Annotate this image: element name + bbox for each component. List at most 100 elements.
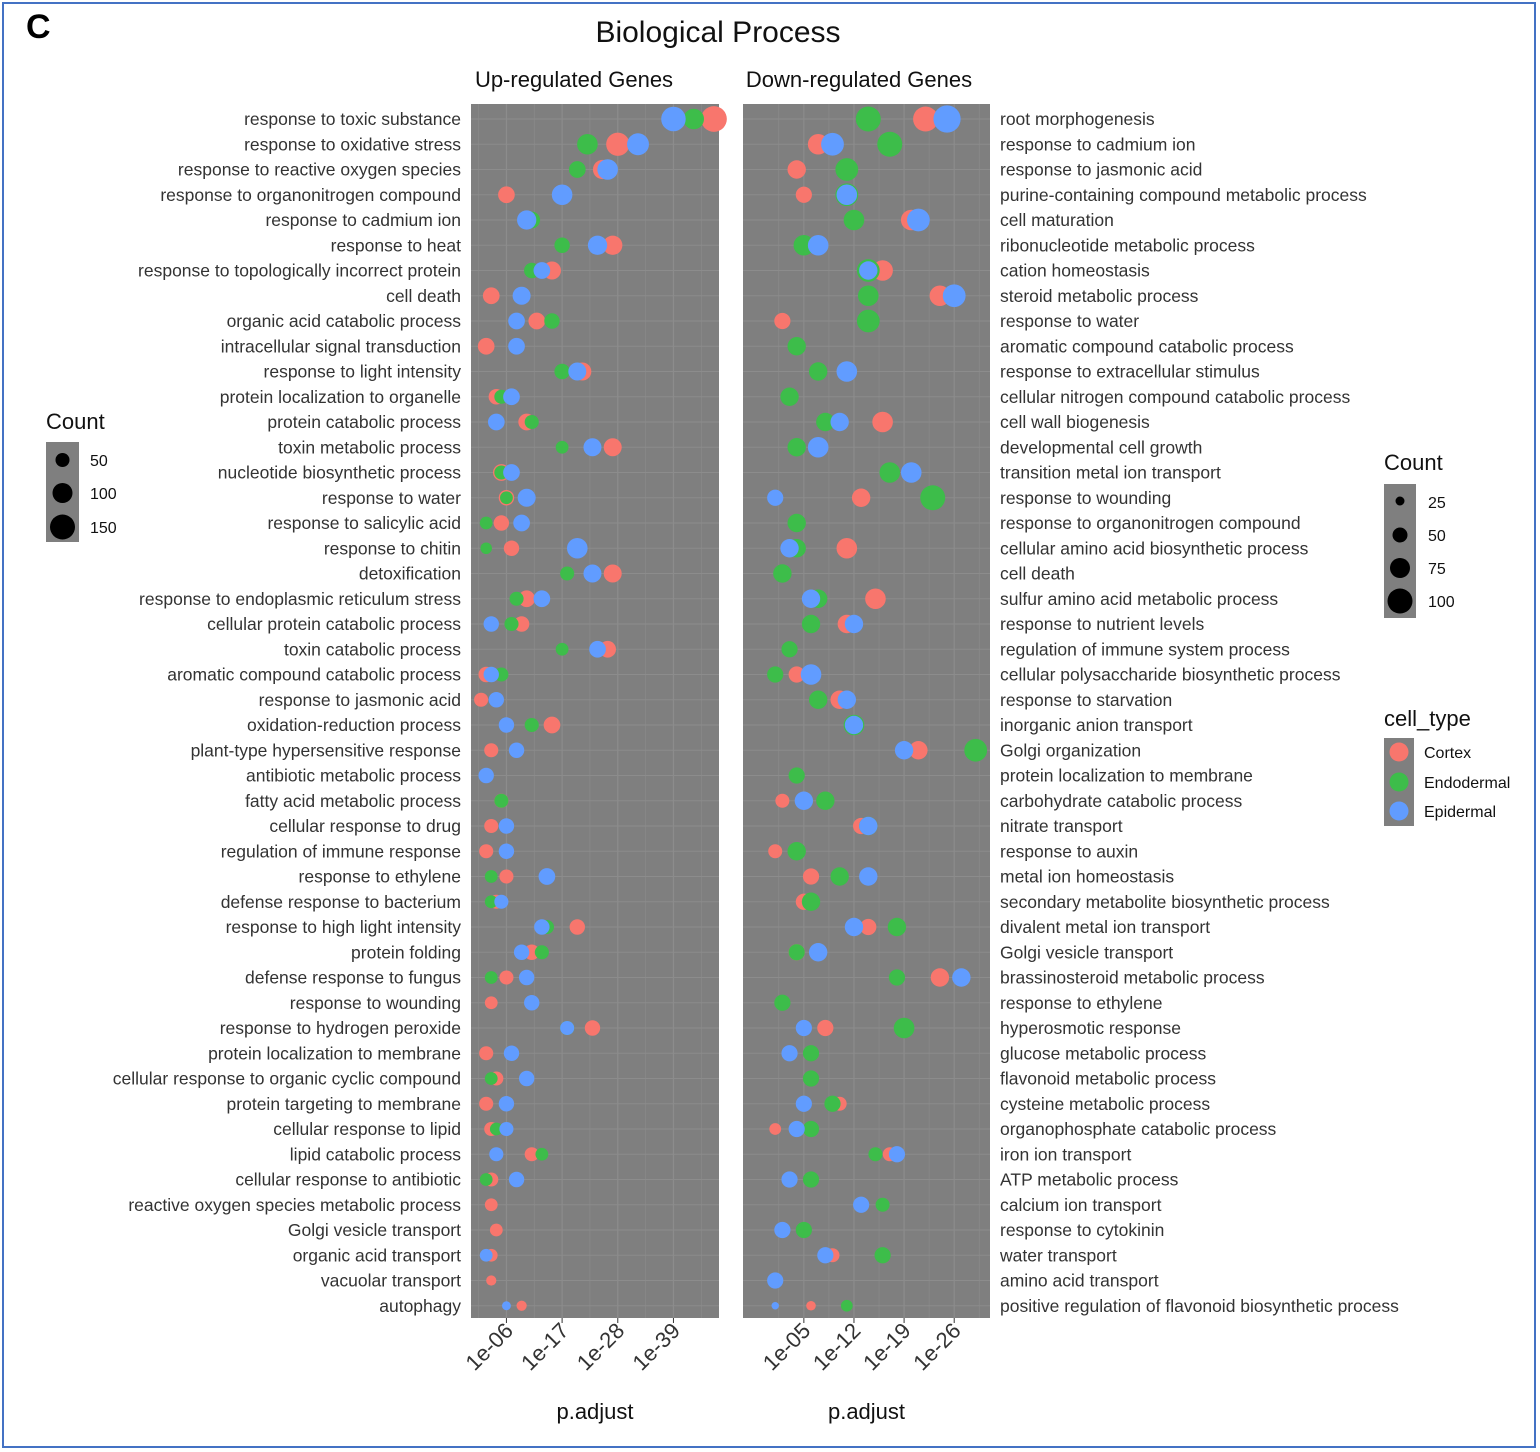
y-tick-label: response to oxidative stress — [244, 134, 461, 154]
point-endodermal — [479, 516, 493, 530]
legend-size-key — [1392, 527, 1408, 543]
y-tick-label: protein localization to membrane — [208, 1043, 461, 1063]
point-endodermal — [787, 842, 806, 861]
point-epidermal — [589, 640, 606, 658]
point-cortex — [701, 106, 727, 132]
point-epidermal — [795, 1019, 812, 1037]
point-epidermal — [508, 312, 525, 330]
point-epidermal — [478, 767, 494, 784]
point-cortex — [543, 716, 561, 734]
point-epidermal — [498, 717, 515, 733]
point-endodermal — [780, 387, 799, 406]
point-endodermal — [555, 440, 569, 454]
point-epidermal — [524, 995, 540, 1011]
y-tick-label: response to cytokinin — [1000, 1220, 1164, 1240]
point-endodermal — [888, 969, 906, 986]
point-endodermal — [816, 412, 835, 432]
x-axis-label: p.adjust — [828, 1399, 905, 1424]
point-endodermal — [480, 542, 492, 554]
y-tick-label: lipid catabolic process — [290, 1144, 461, 1164]
y-tick-label: response to hydrogen peroxide — [220, 1018, 461, 1038]
point-epidermal — [781, 1045, 798, 1062]
point-epidermal — [933, 105, 961, 133]
point-epidermal — [859, 867, 878, 886]
point-cortex — [479, 844, 494, 859]
legend-size-key — [55, 453, 70, 467]
y-tick-label: amino acid transport — [1000, 1271, 1159, 1291]
point-epidermal — [538, 868, 556, 885]
point-cortex — [484, 743, 499, 758]
y-tick-label: response to jasmonic acid — [1000, 160, 1202, 180]
point-epidermal — [837, 690, 857, 709]
point-epidermal — [821, 132, 844, 156]
point-endodermal — [824, 1095, 841, 1112]
y-tick-label: cell death — [386, 286, 461, 306]
point-endodermal — [787, 513, 806, 533]
x-tick-label: 1e-12 — [808, 1318, 865, 1375]
point-cortex — [518, 590, 536, 608]
point-epidermal — [483, 616, 499, 632]
point-cortex — [802, 868, 820, 885]
y-tick-label: positive regulation of flavonoid biosynt… — [1000, 1296, 1399, 1316]
point-epidermal — [795, 1095, 812, 1112]
y-tick-label: protein localization to organelle — [220, 387, 461, 407]
y-tick-label: organic acid transport — [293, 1245, 461, 1265]
legend-size-key — [1387, 588, 1413, 614]
point-epidermal — [780, 539, 799, 558]
point-endodermal — [494, 793, 509, 808]
point-endodermal — [868, 1147, 883, 1162]
legend-color-key-cortex — [1389, 742, 1409, 762]
y-tick-label: cell maturation — [1000, 210, 1114, 230]
point-endodermal — [484, 870, 498, 883]
y-tick-label: reactive oxygen species metabolic proces… — [128, 1195, 461, 1215]
cell-type-legend: cell_type Cortex Endodermal Epidermal — [1384, 706, 1510, 826]
point-endodermal — [788, 767, 805, 784]
point-endodermal — [802, 1070, 820, 1087]
point-epidermal — [800, 664, 822, 685]
point-epidermal — [774, 1221, 791, 1239]
point-cortex — [516, 1300, 527, 1311]
point-epidermal — [551, 184, 573, 206]
legend-label: 50 — [90, 453, 108, 470]
y-tick-label: response to cadmium ion — [265, 210, 461, 230]
point-cortex — [499, 869, 514, 884]
point-endodermal — [500, 491, 513, 505]
y-tick-label: root morphogenesis — [1000, 109, 1155, 129]
y-tick-label: autophagy — [379, 1296, 461, 1316]
point-epidermal — [788, 1120, 805, 1138]
y-tick-label: response to organonitrogen compound — [160, 185, 461, 205]
panel-letter: C — [26, 8, 51, 46]
y-tick-label: secondary metabolite biosynthetic proces… — [1000, 892, 1330, 912]
legend-label: 75 — [1428, 561, 1446, 578]
point-cortex — [768, 844, 783, 859]
point-epidermal — [859, 261, 878, 280]
y-tick-label: toxin metabolic process — [278, 437, 461, 457]
y-tick-label: organophosphate catabolic process — [1000, 1119, 1277, 1139]
legend-label: Epidermal — [1424, 804, 1496, 821]
point-cortex — [484, 996, 498, 1010]
y-tick-label: cell wall biogenesis — [1000, 412, 1150, 432]
x-axis-label: p.adjust — [556, 1399, 633, 1424]
point-cortex — [528, 312, 546, 330]
point-epidermal — [533, 590, 551, 608]
y-tick-label: toxin catabolic process — [284, 639, 461, 659]
y-tick-label: response to ethylene — [299, 867, 461, 887]
point-epidermal — [836, 361, 858, 382]
point-epidermal — [513, 944, 530, 960]
y-tick-label: defense response to fungus — [245, 968, 461, 988]
point-endodermal — [808, 362, 828, 381]
point-epidermal — [483, 666, 499, 683]
point-epidermal — [518, 1070, 535, 1087]
legend-label: Endodermal — [1424, 775, 1510, 792]
y-tick-label: response to nutrient levels — [1000, 614, 1205, 634]
facet-panel-up: Up-regulated Genes response to toxic subs… — [113, 67, 727, 1424]
point-cortex — [477, 337, 495, 355]
facet-panels: Up-regulated Genes response to toxic subs… — [113, 67, 1399, 1424]
point-cortex — [493, 515, 510, 531]
y-tick-label: response to topologically incorrect prot… — [138, 261, 461, 281]
y-tick-label: cellular response to lipid — [273, 1119, 461, 1139]
point-endodermal — [874, 1247, 891, 1264]
legend-title: Count — [1384, 450, 1443, 475]
point-endodermal — [893, 1017, 915, 1039]
